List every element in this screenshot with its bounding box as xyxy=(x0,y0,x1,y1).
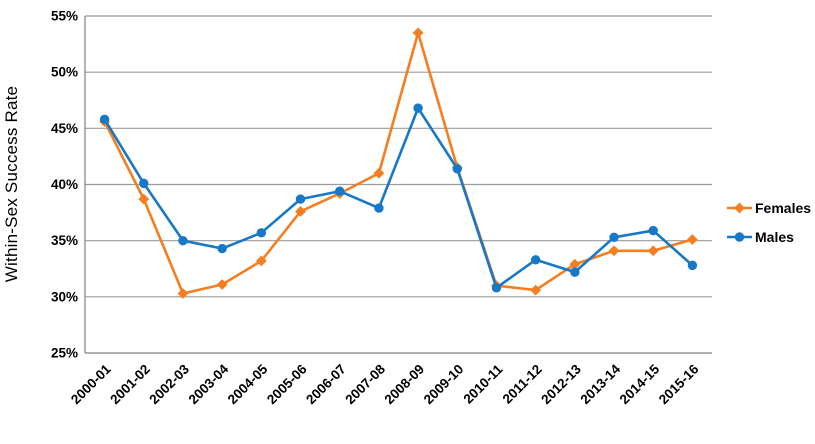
x-axis-tick-label: 2008-09 xyxy=(382,362,428,408)
data-point-marker xyxy=(412,27,424,39)
y-axis-tick-label: 35% xyxy=(51,233,78,248)
data-point-marker xyxy=(687,234,698,245)
data-point-marker xyxy=(530,284,542,296)
data-point-marker xyxy=(648,225,658,236)
y-axis-tick-label: 55% xyxy=(51,9,78,24)
series-line-females xyxy=(103,31,694,295)
series-females xyxy=(99,27,698,299)
x-axis-tick-label: 2007-08 xyxy=(342,361,388,407)
y-axis-tick-label: 25% xyxy=(51,346,78,361)
x-axis-tick-label: 2013-14 xyxy=(578,361,624,407)
y-axis-tick-label: 45% xyxy=(51,121,78,136)
data-point-marker xyxy=(335,186,345,196)
data-point-marker xyxy=(530,255,541,265)
data-point-marker xyxy=(295,194,306,204)
data-point-marker xyxy=(99,114,110,125)
data-point-marker xyxy=(734,202,745,214)
data-point-marker xyxy=(255,255,267,267)
x-axis-tick-label: 2010-11 xyxy=(460,361,505,406)
data-point-marker xyxy=(413,103,423,113)
data-point-marker xyxy=(256,228,267,238)
x-axis-tick-label: 2005-06 xyxy=(264,361,310,407)
y-axis-title: Within-Sex Success Rate xyxy=(2,86,21,282)
x-axis-tick-label: 2011-12 xyxy=(500,362,545,407)
data-point-marker xyxy=(608,245,620,257)
y-axis-tick-label: 30% xyxy=(51,289,78,304)
data-point-marker xyxy=(217,243,227,254)
data-point-marker xyxy=(452,164,462,174)
y-axis-tick-label: 50% xyxy=(51,65,78,80)
x-axis-tick-label: 2006-07 xyxy=(303,362,349,408)
data-point-marker xyxy=(138,193,150,205)
y-axis-tick-label: 40% xyxy=(51,177,78,192)
data-point-marker xyxy=(570,267,580,277)
x-axis-tick-label: 2012-13 xyxy=(538,361,584,407)
series-males xyxy=(99,103,698,293)
data-point-marker xyxy=(734,232,745,242)
data-point-marker xyxy=(295,206,306,217)
data-point-marker xyxy=(216,279,228,290)
data-point-marker xyxy=(177,288,189,299)
x-axis-tick-label: 2004-05 xyxy=(225,361,271,407)
data-point-marker xyxy=(609,232,619,242)
legend-item-females: Females xyxy=(727,200,811,216)
x-axis-tick-label: 2003-04 xyxy=(186,361,232,407)
data-point-marker xyxy=(687,260,698,271)
data-point-marker xyxy=(139,178,149,189)
data-point-marker xyxy=(569,258,581,270)
x-axis-tick-label: 2009-10 xyxy=(421,362,467,408)
x-axis-tick-label: 2014-15 xyxy=(617,361,663,407)
legend-label: Males xyxy=(755,229,794,245)
x-axis-tick-label: 2002-03 xyxy=(146,361,192,407)
x-axis-tick-label: 2001-02 xyxy=(107,362,153,408)
x-axis-tick-label: 2000-01 xyxy=(68,361,114,407)
data-point-marker xyxy=(647,245,659,257)
data-point-marker xyxy=(491,283,502,293)
data-point-marker xyxy=(178,235,188,246)
x-axis-tick-label: 2015-16 xyxy=(656,361,702,407)
data-point-marker xyxy=(373,167,385,179)
legend-item-males: Males xyxy=(727,229,794,245)
legend-label: Females xyxy=(755,200,811,216)
series-line-males xyxy=(103,106,694,290)
data-point-marker xyxy=(374,203,384,213)
